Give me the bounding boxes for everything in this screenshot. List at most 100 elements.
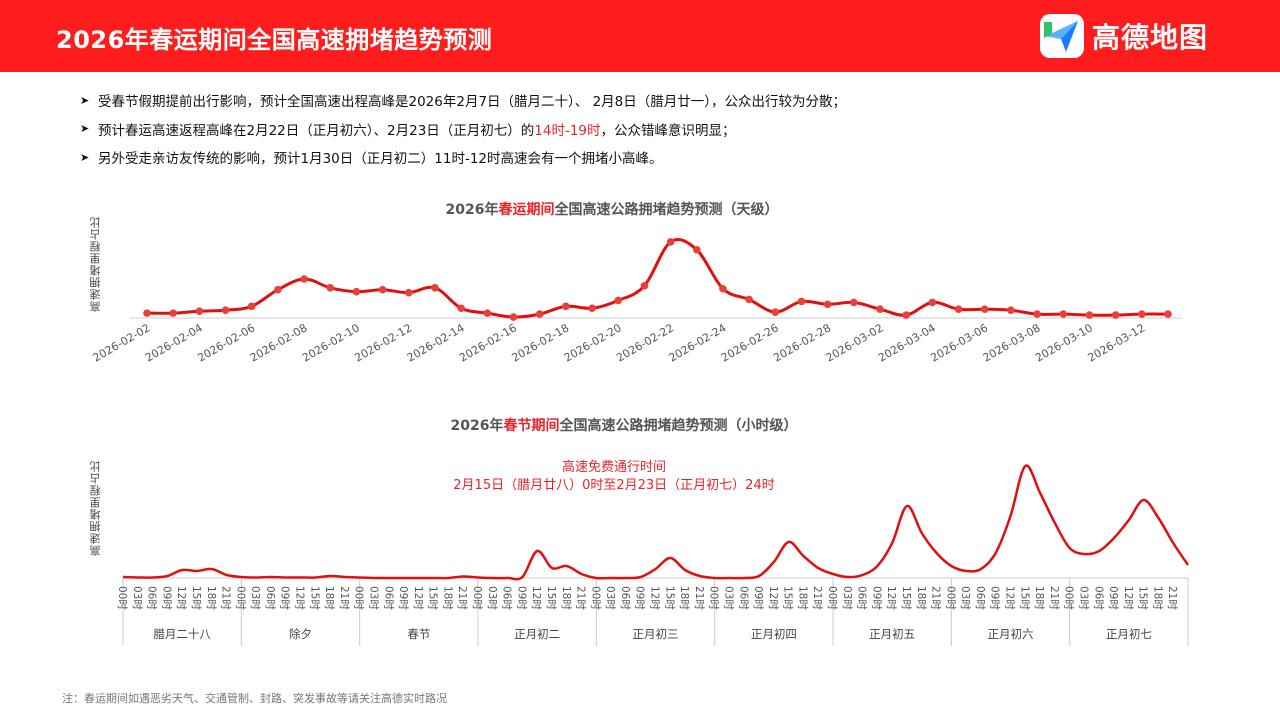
data-point: [562, 302, 570, 311]
arrow-icon: ➤: [80, 93, 90, 107]
hour-tick-label: 00时: [353, 586, 365, 610]
x-tick-label: 2026-02-06: [195, 321, 257, 364]
hour-tick-label: 18时: [1033, 586, 1045, 610]
hour-tick-label: 12时: [885, 586, 897, 610]
title-part: 全国高速公路拥堵趋势预测（小时级）: [559, 418, 798, 434]
data-point: [876, 305, 884, 314]
data-point: [614, 296, 623, 305]
summary-bullets: ➤ 受春节假期提前出行影响，预计全国高速出程高峰是2026年2月7日（腊月二十）…: [80, 86, 846, 172]
data-point: [221, 306, 230, 315]
title-part: 2026年: [450, 418, 504, 434]
x-tick-label: 2026-03-08: [981, 321, 1043, 364]
x-tick-label: 2026-02-12: [352, 321, 414, 364]
hour-tick-label: 12时: [1122, 586, 1134, 610]
hour-tick-label: 00时: [708, 586, 720, 610]
annotation-line: 2月15日（腊月廿八）0时至2月23日（正月初七）24时: [453, 478, 775, 493]
day-label: 腊月二十八: [153, 627, 211, 641]
hour-tick-label: 21时: [930, 586, 942, 610]
hour-tick-label: 12时: [175, 586, 187, 610]
hour-tick-label: 18时: [1151, 586, 1163, 610]
hour-tick-label: 15时: [782, 586, 794, 610]
data-point: [823, 300, 832, 309]
data-point: [483, 309, 492, 317]
day-label: 正月初三: [633, 627, 679, 641]
bullet-text: ，公众错峰意识明显；: [600, 122, 736, 139]
data-point: [247, 302, 256, 311]
title-highlight: 春运期间: [498, 202, 555, 218]
x-tick-label: 2026-03-12: [1085, 321, 1147, 364]
hour-tick-label: 03时: [722, 586, 734, 610]
hour-tick-label: 15时: [1018, 586, 1030, 610]
hour-tick-label: 03时: [486, 586, 498, 610]
data-point: [352, 287, 361, 296]
data-point: [195, 307, 204, 315]
data-point: [692, 245, 701, 254]
hour-tick-label: 00时: [944, 586, 956, 610]
data-point: [719, 284, 727, 293]
data-point: [1164, 310, 1172, 318]
data-point: [797, 297, 806, 306]
chart2-title: 2026年春节期间全国高速公路拥堵趋势预测（小时级）: [451, 415, 798, 435]
data-point: [928, 298, 937, 307]
day-label: 除夕: [289, 627, 312, 641]
hour-tick-label: 00时: [1063, 586, 1075, 610]
hour-tick-label: 03时: [131, 586, 143, 610]
hour-tick-label: 21时: [693, 586, 705, 610]
data-point: [1085, 311, 1094, 319]
hour-tick-label: 00时: [589, 586, 601, 610]
day-label: 正月初五: [869, 627, 915, 641]
hour-tick-label: 15时: [308, 586, 320, 610]
hour-tick-label: 15时: [427, 586, 439, 610]
hour-tick-label: 12时: [294, 586, 306, 610]
title-part: 全国高速公路拥堵趋势预测（天级）: [554, 202, 779, 218]
bullet-text: 受春节假期提前出行影响，预计全国高速出程高峰是2026年2月7日（腊月二十）、 …: [98, 94, 847, 111]
day-label: 正月初四: [751, 627, 797, 641]
hour-tick-label: 21时: [338, 586, 350, 610]
x-tick-label: 2026-02-20: [562, 321, 624, 364]
data-point: [326, 283, 335, 292]
x-tick-label: 2026-02-08: [248, 321, 310, 364]
data-point: [404, 288, 413, 297]
data-point: [509, 313, 518, 321]
x-tick-label: 2026-02-18: [510, 321, 572, 364]
hour-tick-label: 18时: [796, 586, 808, 610]
hour-tick-label: 21时: [811, 586, 823, 610]
data-point: [1059, 310, 1068, 318]
hour-tick-label: 06时: [974, 586, 986, 610]
hour-tick-label: 03时: [249, 586, 261, 610]
hour-tick-label: 21时: [575, 586, 587, 610]
x-tick-label: 2026-03-06: [928, 321, 990, 364]
hour-tick-label: 00时: [471, 586, 483, 610]
data-point: [1033, 310, 1041, 318]
hour-tick-label: 15时: [545, 586, 557, 610]
bullet-highlight: 14时-19时: [534, 122, 601, 139]
data-point: [274, 285, 282, 294]
data-point: [954, 305, 963, 314]
title-highlight: 春节期间: [503, 418, 560, 434]
header-bar: 2026年春运期间全国高速拥堵趋势预测 高德地图: [0, 0, 1280, 72]
hour-tick-label: 03时: [959, 586, 971, 610]
day-label: 春节: [407, 627, 430, 641]
data-point: [588, 304, 596, 313]
data-point: [535, 310, 544, 318]
x-tick-label: 2026-02-24: [667, 321, 729, 364]
hour-tick-label: 09时: [515, 586, 527, 610]
series-line: [146, 238, 1169, 319]
footnote: 注：春运期间如遇恶劣天气、交通管制、封路、突发事故等请关注高德实时路况: [62, 692, 447, 705]
hour-tick-label: 00时: [116, 586, 128, 610]
x-tick-label: 2026-03-04: [876, 321, 938, 364]
x-tick-label: 2026-03-10: [1033, 321, 1095, 364]
hour-tick-label: 18时: [678, 586, 690, 610]
hour-tick-label: 12时: [1004, 586, 1016, 610]
x-tick-label: 2026-02-22: [614, 321, 676, 364]
hour-tick-label: 00时: [234, 586, 246, 610]
data-point: [169, 309, 177, 317]
x-tick-label: 2026-03-02: [824, 321, 886, 364]
x-tick-label: 2026-02-26: [719, 321, 781, 364]
hour-tick-label: 09时: [870, 586, 882, 610]
hour-tick-label: 12时: [649, 586, 661, 610]
hour-tick-label: 06时: [146, 586, 158, 610]
hour-tick-label: 09时: [752, 586, 764, 610]
hour-tick-label: 03时: [1077, 586, 1089, 610]
